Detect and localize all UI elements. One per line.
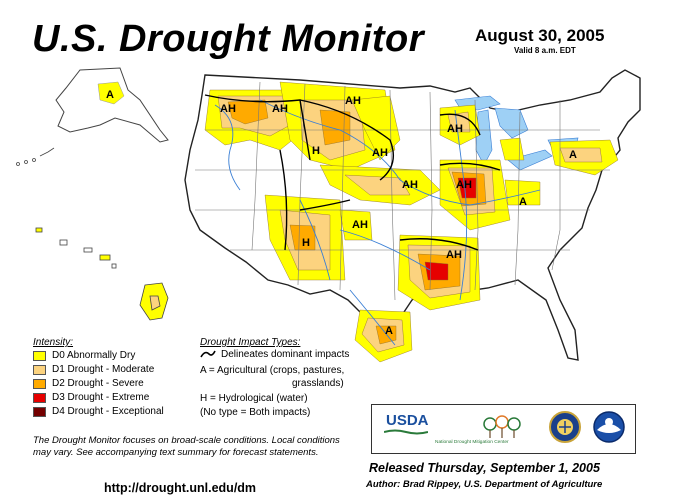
d0-swatch-icon <box>33 350 46 361</box>
legend-item-d2: D2 Drought - Severe <box>33 378 144 389</box>
map-label: AH <box>345 95 361 107</box>
legend-label: D0 Abnormally Dry <box>52 350 136 361</box>
alaska-state <box>55 67 169 143</box>
map-label: A <box>569 149 577 161</box>
legend-label: D2 Drought - Severe <box>52 378 144 389</box>
map-label: H <box>302 237 310 249</box>
drought-montana-d2 <box>319 109 351 146</box>
state-lines <box>195 81 610 301</box>
impact-line: H = Hydrological (water) <box>200 393 308 404</box>
legend-item-d4: D4 Drought - Exceptional <box>33 406 164 417</box>
legend-label: D1 Drought - Moderate <box>52 364 155 375</box>
drought-ne-d1 <box>559 147 603 163</box>
map-label: AH <box>447 123 463 135</box>
d1-swatch-icon <box>33 364 46 375</box>
d2-swatch-icon <box>33 378 46 389</box>
map-label: AH <box>352 219 368 231</box>
map-label: H <box>312 145 320 157</box>
impact-boundary-line-icon <box>200 350 216 358</box>
drought-dakota-d0 <box>351 95 401 161</box>
website-link[interactable]: http://drought.unl.edu/dm <box>104 481 257 495</box>
impact-boundaries <box>204 94 501 251</box>
alaska-drought-area <box>97 81 125 105</box>
map-label: AH <box>402 179 418 191</box>
legend-item-d0: D0 Abnormally Dry <box>33 350 135 361</box>
drought-nebraska-d1 <box>344 174 411 196</box>
legend-item-d3: D3 Drought - Extreme <box>33 392 149 403</box>
region-labels: A AH AH AH H AH AH AH AH H AH AH A A A <box>106 89 577 337</box>
alaska-islands <box>16 147 55 166</box>
ndmc-logo-icon <box>483 415 521 438</box>
map-label: AH <box>272 103 288 115</box>
release-date: Released Thursday, September 1, 2005 <box>369 461 600 475</box>
intensity-legend-title: Intensity: <box>33 337 74 348</box>
valid-time: Valid 8 a.m. EDT <box>514 46 576 55</box>
disclaimer-note: The Drought Monitor focuses on broad-sca… <box>33 435 340 458</box>
drought-arkansas-d3 <box>424 261 449 281</box>
hawaii-islands <box>35 227 169 321</box>
rivers <box>214 99 541 346</box>
drought-illinois-d3 <box>457 177 477 199</box>
d3-swatch-icon <box>33 392 46 403</box>
impact-line: A = Agricultural (crops, pastures, <box>200 365 345 376</box>
map-label: A <box>519 196 527 208</box>
map-label: AH <box>372 147 388 159</box>
map-date: August 30, 2005 <box>475 26 605 45</box>
page-title: U.S. Drought Monitor <box>32 18 425 60</box>
commerce-seal-icon <box>549 411 581 443</box>
ndmc-name: National Drought Mitigation Center <box>435 440 509 445</box>
impact-legend-title: Drought Impact Types: <box>200 337 301 348</box>
legend-item-d1: D1 Drought - Moderate <box>33 364 154 375</box>
map-label: AH <box>446 249 462 261</box>
map-label: A <box>385 325 393 337</box>
noaa-logo-icon <box>593 411 625 443</box>
map-label: AH <box>456 179 472 191</box>
impact-line: Delineates dominant impacts <box>221 349 350 360</box>
impact-line: grasslands) <box>292 378 344 389</box>
legend-label: D4 Drought - Exceptional <box>52 406 164 417</box>
author-line: Author: Brad Rippey, U.S. Department of … <box>366 479 603 490</box>
legend-label: D3 Drought - Extreme <box>52 392 150 403</box>
drought-michigan-d0 <box>499 137 525 161</box>
map-label: AH <box>220 103 236 115</box>
d4-swatch-icon <box>33 406 46 417</box>
drought-ohio-d0 <box>504 179 541 206</box>
drought-areas <box>204 81 619 363</box>
agency-logos <box>371 404 636 454</box>
impact-line: (No type = Both impacts) <box>200 407 311 418</box>
usda-underline <box>384 429 428 435</box>
usda-logo-icon: USDA <box>386 412 429 429</box>
map-label: A <box>106 89 114 101</box>
drought-nw-d2 <box>227 99 269 125</box>
